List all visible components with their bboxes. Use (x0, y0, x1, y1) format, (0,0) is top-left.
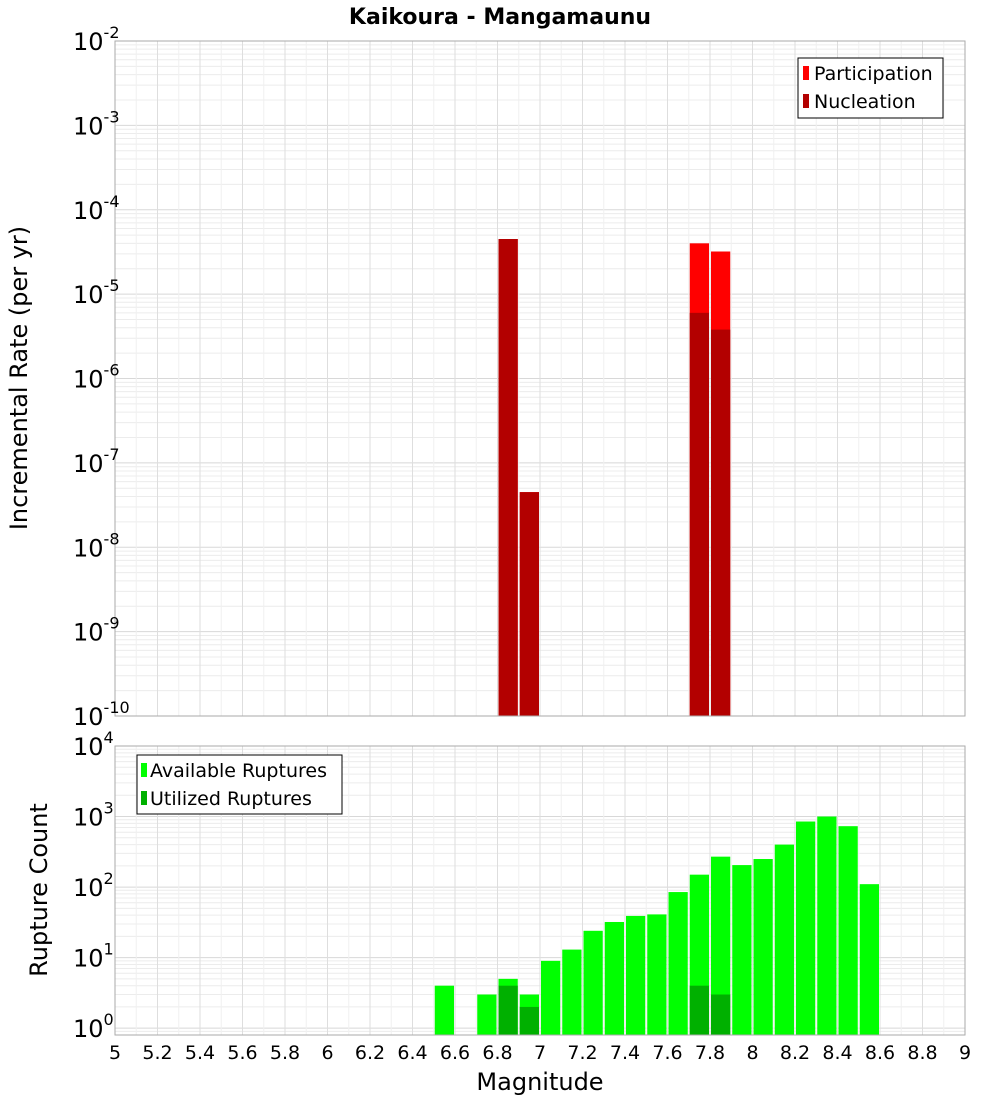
x-tick-label: 7.4 (610, 1042, 640, 1064)
y-tick-label: 102 (73, 869, 114, 902)
bottom-y-axis-label: Rupture Count (25, 803, 53, 977)
x-tick-label: 9 (959, 1042, 971, 1064)
chart-title: Kaikoura - Mangamaunu (349, 5, 651, 30)
x-axis-label: Magnitude (476, 1068, 603, 1096)
bottom-bar-a (753, 859, 773, 1035)
bottom-bar-b (689, 985, 709, 1035)
top-legend: Participation Nucleation (797, 57, 944, 119)
bottom-bar-a (604, 921, 624, 1035)
x-tick-label: 5.6 (227, 1042, 257, 1064)
bottom-bar-a (434, 985, 454, 1035)
top-bar-b (689, 312, 709, 716)
bottom-bar-a (817, 816, 837, 1035)
top-bars (498, 239, 731, 717)
legend-label-available: Available Ruptures (150, 760, 327, 782)
y-tick-label: 104 (73, 728, 114, 761)
legend-swatch-nucleation (803, 94, 809, 108)
legend-swatch-participation (803, 66, 809, 80)
x-tick-label: 6.2 (355, 1042, 385, 1064)
y-tick-label: 10-10 (73, 698, 130, 731)
x-tick-label: 5.4 (185, 1042, 215, 1064)
legend-swatch-available (141, 763, 147, 777)
x-tick-label: 8.6 (865, 1042, 895, 1064)
x-tick-label: 7 (534, 1042, 546, 1064)
bottom-bar-a (711, 856, 731, 1035)
y-tick-label: 100 (73, 1010, 114, 1043)
x-tick-label: 8.2 (780, 1042, 810, 1064)
y-tick-label: 10-4 (73, 192, 120, 225)
bottom-legend: Available Ruptures Utilized Ruptures (136, 754, 343, 815)
legend-label-participation: Participation (814, 63, 933, 85)
bottom-bar-a (668, 892, 688, 1035)
top-plot-frame (114, 40, 966, 717)
top-bar-b (498, 239, 518, 716)
y-tick-label: 10-5 (73, 276, 120, 309)
legend-label-nucleation: Nucleation (814, 91, 916, 113)
y-tick-label: 103 (73, 799, 114, 832)
legend-label-utilized: Utilized Ruptures (150, 788, 312, 810)
bottom-bar-a (541, 960, 561, 1035)
y-tick-label: 10-8 (73, 529, 120, 562)
top-y-ticks: 10-2 10-3 10-4 10-5 10-6 10-7 10-8 10-9 10-10 (73, 23, 130, 731)
bottom-bars (434, 816, 879, 1035)
x-tick-label: 7.6 (652, 1042, 682, 1064)
x-tick-label: 8.8 (907, 1042, 937, 1064)
y-tick-label: 10-6 (73, 361, 120, 394)
bottom-y-ticks: 104 103 102 101 100 (73, 728, 114, 1043)
bottom-bar-a (647, 914, 667, 1035)
x-tick-label: 7.2 (567, 1042, 597, 1064)
x-tick-label: 8.4 (822, 1042, 852, 1064)
bottom-bar-a (732, 865, 752, 1035)
bottom-bar-a (859, 884, 879, 1035)
bottom-bar-b (519, 1006, 539, 1035)
x-tick-label: 6 (321, 1042, 333, 1064)
x-tick-label: 5.2 (142, 1042, 172, 1064)
x-tick-label: 5.8 (270, 1042, 300, 1064)
x-tick-label: 6.6 (440, 1042, 470, 1064)
top-y-axis-label: Incremental Rate (per yr) (5, 226, 33, 530)
y-tick-label: 101 (73, 940, 114, 973)
bottom-bar-a (477, 994, 497, 1035)
x-ticks: 5 5.2 5.4 5.6 5.8 6 6.2 6.4 6.6 6.8 7 7.2 7.4 7.6 7.8 8… (109, 1042, 971, 1064)
x-tick-label: 6.4 (397, 1042, 427, 1064)
y-tick-label: 10-3 (73, 107, 120, 140)
bottom-bar-b (711, 994, 731, 1035)
legend-swatch-utilized (141, 791, 147, 805)
top-bar-b (519, 492, 539, 716)
bottom-bar-a (562, 949, 582, 1035)
bottom-plot-frame (114, 745, 966, 1036)
x-tick-label: 5 (109, 1042, 121, 1064)
top-bar-b (711, 329, 731, 716)
top-legend-box (797, 57, 944, 119)
bottom-bar-b (498, 985, 518, 1035)
y-tick-label: 10-9 (73, 614, 120, 647)
x-tick-label: 8 (746, 1042, 758, 1064)
y-tick-label: 10-2 (73, 23, 120, 56)
bottom-bar-a (626, 915, 646, 1035)
bottom-bar-a (583, 930, 603, 1035)
x-tick-label: 6.8 (482, 1042, 512, 1064)
x-tick-label: 7.8 (695, 1042, 725, 1064)
y-tick-label: 10-7 (73, 445, 120, 478)
bottom-legend-box (136, 754, 343, 815)
bottom-bar-a (796, 821, 816, 1035)
top-grid (114, 40, 966, 717)
bottom-bar-a (838, 826, 858, 1035)
bottom-bar-a (774, 844, 794, 1035)
